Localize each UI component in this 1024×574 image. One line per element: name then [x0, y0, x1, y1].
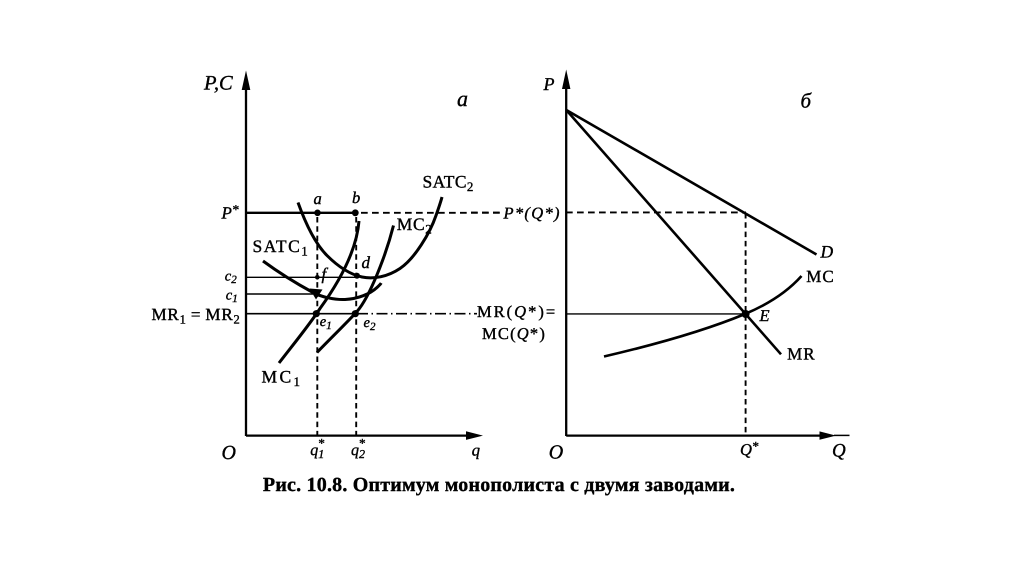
svg-text:O: O — [222, 442, 236, 464]
svg-text:a: a — [457, 86, 468, 111]
svg-text:Q: Q — [832, 441, 846, 462]
svg-text:MR: MR — [787, 345, 815, 364]
svg-text:P: P — [543, 74, 555, 94]
svg-text:f: f — [322, 265, 329, 284]
svg-text:SATC1: SATC1 — [253, 236, 310, 258]
svg-text:a: a — [314, 189, 322, 208]
svg-text:Рис. 10.8. Оптимум монополиста: Рис. 10.8. Оптимум монополиста с двумя з… — [263, 474, 735, 496]
svg-text:SATC2: SATC2 — [423, 172, 474, 195]
svg-text:MC1: MC1 — [262, 367, 303, 390]
svg-text:c1: c1 — [226, 287, 238, 305]
svg-text:P*(Q*): P*(Q*) — [503, 204, 561, 223]
svg-text:MC(Q*): MC(Q*) — [482, 324, 546, 343]
svg-text:b: b — [352, 188, 360, 207]
svg-text:Q*: Q* — [740, 439, 759, 460]
svg-text:б: б — [801, 89, 813, 113]
svg-text:MC: MC — [806, 267, 834, 286]
svg-text:E: E — [759, 306, 770, 325]
svg-text:q1*: q1* — [310, 436, 325, 462]
svg-text:q: q — [472, 441, 480, 460]
svg-text:MC2: MC2 — [397, 214, 433, 237]
svg-text:P,C: P,C — [203, 73, 233, 95]
svg-text:P*: P* — [221, 202, 239, 223]
svg-text:c2: c2 — [225, 268, 237, 286]
svg-text:e1: e1 — [320, 314, 332, 332]
svg-text:O: O — [549, 442, 563, 464]
svg-text:q2*: q2* — [351, 436, 366, 462]
svg-text:d: d — [362, 253, 371, 272]
svg-text:MR1 = MR2: MR1 = MR2 — [152, 305, 241, 327]
svg-text:MR(Q*)=: MR(Q*)= — [477, 302, 557, 321]
svg-text:D: D — [820, 242, 834, 262]
svg-text:e2: e2 — [364, 315, 376, 333]
